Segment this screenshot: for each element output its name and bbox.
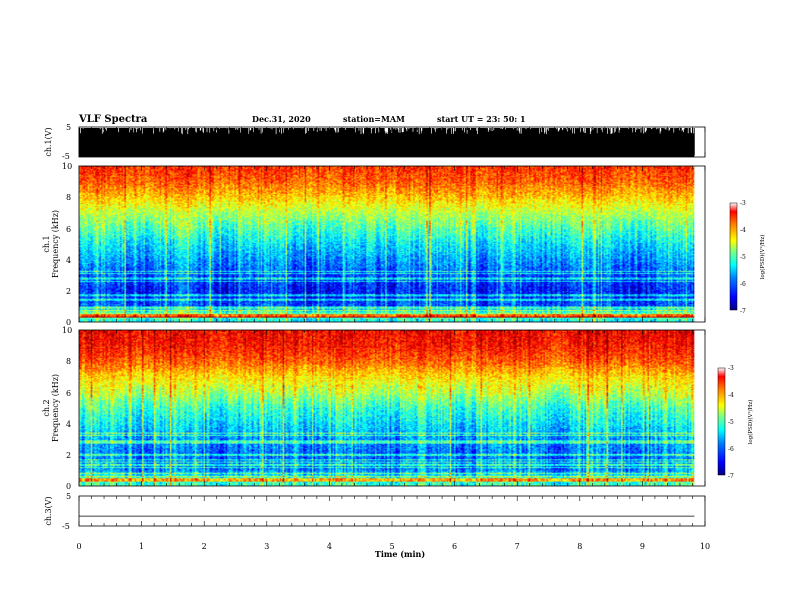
ch2-cb-tick-m6: -6 [728, 446, 734, 453]
ch3-ytick-bottom: -5 [62, 522, 70, 531]
ch1-spectrogram-ylabel-2: Frequency (kHz) [51, 210, 60, 278]
ch2-colorbar-label: log(PSD)(V²/Hz) [747, 400, 754, 445]
ch1-freq-tick-0: 0 [66, 318, 71, 327]
ch1-freq-tick-4: 4 [66, 256, 71, 265]
x-tick-label: 8 [577, 542, 582, 551]
ch1-waveform-ylabel: ch.1(V) [44, 127, 53, 156]
ch1-freq-tick-6: 6 [66, 225, 71, 234]
ch3-waveform-ylabel: ch.3(V) [44, 496, 53, 525]
ch2-freq-tick-4: 4 [66, 420, 71, 429]
ch2-freq-tick-10: 10 [62, 326, 72, 335]
ch2-freq-tick-8: 8 [66, 357, 71, 366]
x-tick-label: 7 [515, 542, 520, 551]
ch1-waveform-fill [79, 146, 695, 157]
ch2-spectrogram-ticks [78, 330, 706, 486]
ch1-spectrogram-image [79, 166, 695, 322]
ch2-freq-tick-6: 6 [66, 389, 71, 398]
ch3-waveform-panel: 5 -5 ch.3(V) [44, 492, 706, 531]
ch2-cb-tick-m4: -4 [728, 392, 734, 399]
x-tick-label: 3 [264, 542, 269, 551]
ch2-spectrogram-panel: 0 2 4 6 8 10 ch.2 Frequency (kHz) -3 -4 … [42, 326, 754, 491]
figure-title: VLF Spectra [78, 114, 148, 125]
ch2-spectrogram-ylabel-1: ch.2 [42, 399, 51, 416]
ch1-ytick-top: 5 [66, 123, 71, 132]
x-axis-tick-labels: 0 1 2 3 4 5 6 7 8 9 10 [76, 542, 710, 551]
x-tick-label: 10 [700, 542, 710, 551]
x-tick-label: 5 [389, 542, 394, 551]
ch1-ytick-bottom: -5 [62, 152, 70, 161]
ch1-spectrogram-ylabel-1: ch.1 [42, 235, 51, 252]
ch2-spectrogram-image [79, 330, 695, 486]
ch1-freq-tick-8: 8 [66, 193, 71, 202]
start-ut-label: start UT = 23: 50: 1 [437, 114, 526, 124]
ch1-cb-tick-m3: -3 [740, 200, 746, 207]
ch1-freq-tick-2: 2 [66, 287, 71, 296]
station-label: station=MAM [343, 114, 405, 124]
ch2-freq-tick-0: 0 [66, 482, 71, 491]
ch1-waveform-trace [78, 128, 695, 157]
ch1-colorbar [729, 202, 738, 311]
ch3-ytick-top: 5 [66, 492, 71, 501]
ch1-spectrogram-ticks [78, 166, 706, 322]
ch1-freq-tick-10: 10 [62, 162, 72, 171]
ch2-spectrogram-ylabel-2: Frequency (kHz) [51, 374, 60, 442]
ch1-cb-tick-m5: -5 [740, 254, 746, 261]
ch2-cb-tick-m7: -7 [728, 473, 734, 480]
ch1-cb-tick-m4: -4 [740, 227, 746, 234]
ch1-spectrogram-yticks: 0 2 4 6 8 10 [62, 162, 72, 327]
ch1-waveform-path [78, 128, 695, 156]
ch2-colorbar [717, 367, 726, 476]
ch1-waveform-ticks [78, 127, 706, 157]
ch1-colorbar-label: log(PSD)(V²/Hz) [759, 235, 766, 280]
ch1-waveform-panel: 5 -5 ch.1(V) [44, 123, 706, 161]
ch2-freq-tick-2: 2 [66, 451, 71, 460]
ch2-cb-tick-m3: -3 [728, 365, 734, 372]
ch1-cb-tick-m7: -7 [740, 308, 746, 315]
x-tick-label: 9 [640, 542, 645, 551]
x-tick-label: 0 [76, 542, 81, 551]
ch3-waveform-ticks [78, 496, 706, 526]
ch1-spectrogram-panel: 0 2 4 6 8 10 ch.1 Frequency (kHz) -3 -4 … [42, 162, 766, 327]
x-tick-label: 1 [139, 542, 144, 551]
date-label: Dec.31, 2020 [252, 114, 311, 124]
x-tick-label: 6 [452, 542, 457, 551]
x-tick-label: 4 [327, 542, 332, 551]
x-axis-label: Time (min) [375, 549, 425, 559]
ch1-cb-tick-m6: -6 [740, 281, 746, 288]
x-tick-label: 2 [202, 542, 207, 551]
ch2-cb-tick-m5: -5 [728, 419, 734, 426]
